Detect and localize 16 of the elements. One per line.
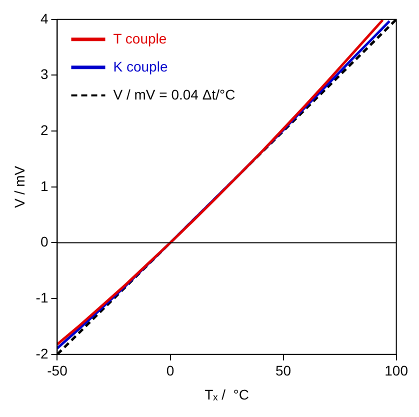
- y-axis-title: V / mV: [11, 165, 28, 208]
- y-tick-label: -1: [36, 289, 48, 306]
- y-tick-label: -2: [36, 345, 48, 362]
- y-tick-label: 1: [40, 178, 48, 194]
- y-tick-label: 3: [40, 66, 48, 82]
- x-axis-title: Tₓ / °C: [204, 386, 249, 402]
- x-tick-label: -50: [47, 362, 68, 379]
- legend-label: K couple: [113, 58, 168, 74]
- x-tick-label: 0: [166, 362, 174, 379]
- legend-label: V / mV = 0.04 Δt/°C: [113, 86, 236, 102]
- y-tick-label: 2: [40, 122, 48, 138]
- x-tick-label: 50: [276, 362, 292, 379]
- legend-label: T couple: [113, 30, 167, 46]
- y-tick-label: 0: [40, 234, 48, 250]
- y-tick-label: 4: [40, 10, 48, 26]
- x-tick-label: 100: [384, 362, 408, 379]
